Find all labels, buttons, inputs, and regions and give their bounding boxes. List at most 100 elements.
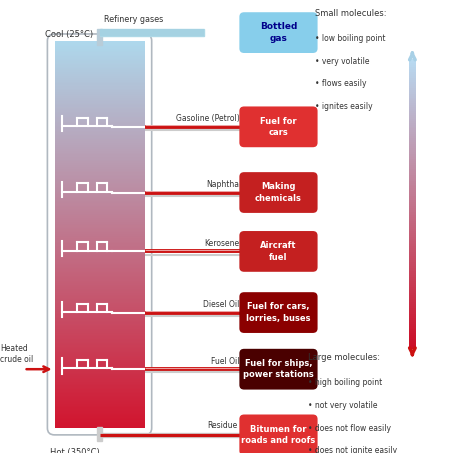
Bar bbox=[55, 104, 145, 105]
Bar bbox=[55, 322, 145, 323]
Bar bbox=[55, 247, 145, 249]
Bar bbox=[55, 232, 145, 233]
Bar bbox=[409, 324, 416, 326]
Bar bbox=[55, 300, 145, 302]
Bar bbox=[55, 258, 145, 259]
Bar bbox=[55, 86, 145, 87]
Bar bbox=[409, 246, 416, 248]
Bar bbox=[55, 130, 145, 131]
Bar bbox=[409, 109, 416, 111]
Bar bbox=[55, 125, 145, 126]
Bar bbox=[55, 169, 145, 170]
Bar bbox=[409, 119, 416, 121]
Bar bbox=[55, 285, 145, 286]
Bar bbox=[55, 83, 145, 85]
Bar bbox=[55, 422, 145, 423]
Bar bbox=[409, 202, 416, 204]
Bar bbox=[55, 164, 145, 165]
Bar bbox=[409, 90, 416, 92]
Bar bbox=[55, 396, 145, 397]
Bar bbox=[55, 226, 145, 228]
Bar bbox=[409, 279, 416, 281]
Bar bbox=[55, 425, 145, 427]
Bar bbox=[55, 145, 145, 147]
Bar bbox=[409, 262, 416, 264]
Bar bbox=[409, 130, 416, 132]
Bar bbox=[55, 51, 145, 53]
Bar bbox=[55, 358, 145, 360]
Bar bbox=[55, 161, 145, 162]
Bar bbox=[55, 277, 145, 278]
Bar bbox=[55, 361, 145, 362]
Bar bbox=[55, 404, 145, 405]
Bar bbox=[55, 329, 145, 330]
Bar bbox=[55, 318, 145, 320]
Bar bbox=[55, 140, 145, 141]
Bar bbox=[55, 101, 145, 103]
Bar bbox=[55, 210, 145, 211]
Bar bbox=[409, 136, 416, 138]
Bar bbox=[55, 407, 145, 409]
Bar bbox=[409, 260, 416, 262]
Bar bbox=[55, 293, 145, 294]
Bar bbox=[409, 82, 416, 84]
Bar bbox=[409, 312, 416, 314]
Bar bbox=[409, 140, 416, 142]
Text: Heated
crude oil: Heated crude oil bbox=[0, 344, 33, 364]
Bar bbox=[409, 148, 416, 150]
Bar bbox=[55, 58, 145, 59]
Bar bbox=[55, 302, 145, 303]
Bar bbox=[55, 413, 145, 414]
Bar bbox=[409, 152, 416, 154]
Bar bbox=[55, 121, 145, 122]
Bar bbox=[409, 252, 416, 254]
Bar bbox=[55, 416, 145, 418]
Bar bbox=[409, 216, 416, 217]
Bar bbox=[55, 71, 145, 72]
Bar bbox=[55, 286, 145, 287]
Bar bbox=[55, 320, 145, 321]
Bar bbox=[55, 305, 145, 307]
Bar bbox=[409, 63, 416, 65]
Bar bbox=[55, 123, 145, 125]
Bar bbox=[55, 339, 145, 340]
Bar bbox=[55, 162, 145, 164]
Bar bbox=[55, 103, 145, 104]
Bar bbox=[409, 67, 416, 68]
Bar bbox=[55, 78, 145, 80]
Bar bbox=[55, 406, 145, 407]
Bar bbox=[55, 144, 145, 145]
Bar bbox=[409, 194, 416, 196]
Bar bbox=[409, 329, 416, 332]
Bar bbox=[409, 92, 416, 94]
Bar bbox=[55, 148, 145, 149]
Bar bbox=[409, 285, 416, 287]
Bar bbox=[55, 362, 145, 363]
Bar bbox=[55, 120, 145, 121]
Bar bbox=[55, 223, 145, 224]
Bar bbox=[55, 69, 145, 71]
Bar bbox=[409, 159, 416, 161]
Bar bbox=[409, 94, 416, 96]
Bar bbox=[409, 132, 416, 134]
Bar bbox=[55, 295, 145, 296]
FancyBboxPatch shape bbox=[239, 106, 318, 147]
Bar bbox=[409, 144, 416, 146]
Bar bbox=[55, 312, 145, 313]
Bar bbox=[409, 198, 416, 200]
Bar bbox=[55, 259, 145, 260]
Bar bbox=[409, 343, 416, 345]
Bar bbox=[409, 129, 416, 130]
Text: Fuel for
cars: Fuel for cars bbox=[260, 116, 297, 137]
Bar bbox=[409, 163, 416, 165]
Bar bbox=[55, 242, 145, 243]
Bar bbox=[55, 122, 145, 123]
Bar bbox=[55, 418, 145, 419]
Bar bbox=[55, 220, 145, 222]
Bar bbox=[55, 97, 145, 99]
Bar bbox=[55, 62, 145, 63]
Bar bbox=[55, 243, 145, 245]
Bar bbox=[409, 97, 416, 100]
Bar bbox=[55, 72, 145, 73]
Bar bbox=[55, 42, 145, 43]
